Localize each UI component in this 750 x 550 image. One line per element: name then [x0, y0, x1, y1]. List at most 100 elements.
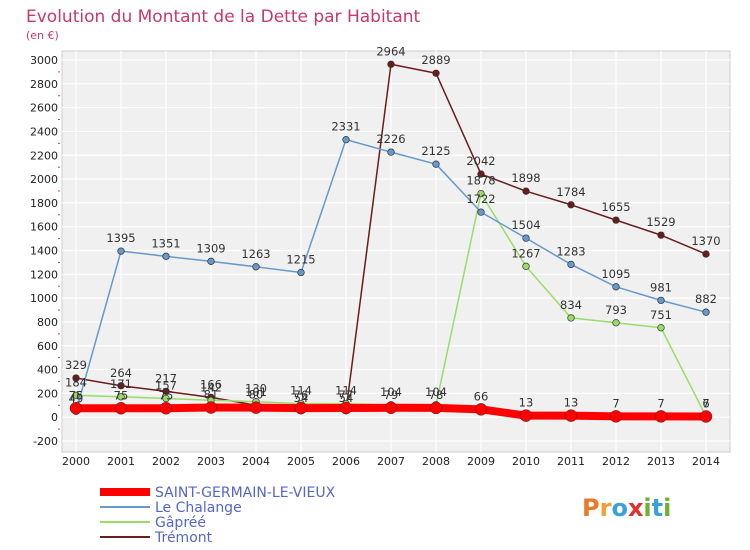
data-label: 114: [290, 384, 312, 398]
x-tick-label: 2007: [377, 455, 405, 468]
data-label: 130: [245, 382, 267, 396]
data-label: 76: [294, 388, 309, 402]
data-point: [477, 189, 485, 198]
data-label: 1095: [601, 267, 630, 281]
data-point: [207, 257, 215, 265]
data-label: 13: [564, 396, 579, 410]
data-point: [612, 216, 620, 224]
data-label: 157: [155, 378, 177, 392]
data-label: 1395: [106, 231, 135, 245]
data-point: [432, 69, 440, 77]
data-point: [612, 319, 620, 327]
logo-letter: x: [628, 494, 644, 522]
data-label: 54: [294, 391, 309, 405]
data-label: 7: [702, 396, 709, 410]
data-label: 81: [204, 388, 219, 402]
data-label: 142: [200, 380, 222, 394]
x-tick-label: 2004: [242, 455, 270, 468]
data-point: [117, 393, 125, 401]
data-point: [162, 387, 170, 396]
data-label: 54: [339, 391, 354, 405]
chart-title: Evolution du Montant de la Dette par Hab…: [26, 7, 421, 27]
y-tick-label: 600: [37, 340, 58, 353]
y-tick-label: 1600: [30, 221, 58, 234]
data-label: 184: [65, 375, 87, 389]
x-tick-label: 2012: [602, 455, 630, 468]
chart-subtitle: (en €): [26, 29, 59, 42]
data-label: 1370: [691, 234, 720, 248]
data-point: [159, 402, 173, 415]
legend-label: SAINT-GERMAIN-LE-VIEUX: [155, 485, 336, 501]
y-tick-label: 200: [37, 387, 58, 400]
data-label: 7: [657, 396, 664, 410]
data-point: [342, 136, 350, 144]
data-label: 1267: [511, 246, 540, 260]
data-label: 1529: [646, 215, 675, 229]
data-label: 329: [65, 358, 87, 372]
data-label: 7: [612, 396, 619, 410]
data-point: [567, 314, 575, 322]
data-point: [294, 401, 308, 415]
data-label: 1351: [151, 236, 180, 250]
data-label: 49: [69, 391, 84, 405]
x-tick-label: 2011: [557, 455, 585, 468]
x-tick-label: 2009: [467, 455, 495, 468]
y-tick-label: -200: [33, 435, 58, 448]
data-point: [702, 308, 710, 316]
data-point: [699, 410, 713, 423]
x-tick-label: 2006: [332, 455, 360, 468]
y-tick-label: 2600: [30, 102, 58, 115]
data-point: [252, 263, 260, 271]
y-tick-label: 1000: [30, 292, 58, 305]
data-label: 1263: [241, 247, 270, 261]
data-label: 1878: [466, 174, 495, 188]
data-label: 2226: [376, 132, 405, 146]
data-label: 166: [200, 377, 222, 391]
data-point: [117, 247, 125, 255]
data-point: [204, 401, 218, 414]
data-label: 79: [384, 388, 399, 402]
logo-letter: o: [611, 494, 628, 522]
data-point: [249, 401, 263, 414]
data-point: [297, 268, 305, 277]
data-label: 264: [110, 366, 132, 380]
data-point: [564, 409, 578, 422]
y-tick-label: 0: [51, 411, 58, 424]
y-tick-label: 2400: [30, 125, 58, 138]
data-point: [432, 160, 440, 168]
x-tick-label: 2013: [647, 455, 675, 468]
data-point: [114, 402, 128, 415]
data-point: [654, 410, 668, 423]
x-tick-label: 2000: [62, 455, 90, 468]
data-point: [387, 60, 395, 68]
x-tick-label: 2014: [692, 455, 720, 468]
data-label: 981: [650, 280, 672, 294]
data-label: 13: [519, 396, 534, 410]
data-label: 6: [702, 396, 709, 410]
data-point: [69, 402, 83, 415]
data-label: 75: [69, 388, 84, 402]
y-tick-label: 2000: [30, 173, 58, 186]
y-tick-label: 3000: [30, 54, 58, 67]
data-point: [657, 324, 665, 332]
data-point: [384, 401, 398, 415]
data-point: [477, 170, 485, 178]
data-label: 2331: [331, 120, 360, 134]
y-tick-label: 400: [37, 364, 58, 377]
y-tick-label: 1800: [30, 197, 58, 210]
y-tick-label: 2200: [30, 149, 58, 162]
data-label: 834: [560, 298, 582, 312]
data-label: 1898: [511, 171, 540, 185]
data-point: [567, 201, 575, 209]
data-label: 80: [249, 388, 264, 402]
data-point: [162, 252, 170, 260]
data-label: 171: [110, 377, 132, 391]
data-label: 1784: [556, 185, 585, 199]
data-point: [477, 208, 485, 216]
legend-label: Le Chalange: [155, 500, 242, 516]
data-label: 1722: [466, 192, 495, 206]
data-label: 114: [335, 384, 357, 398]
data-label: 1283: [556, 244, 585, 258]
proxiti-logo: Proxiti: [582, 494, 671, 522]
